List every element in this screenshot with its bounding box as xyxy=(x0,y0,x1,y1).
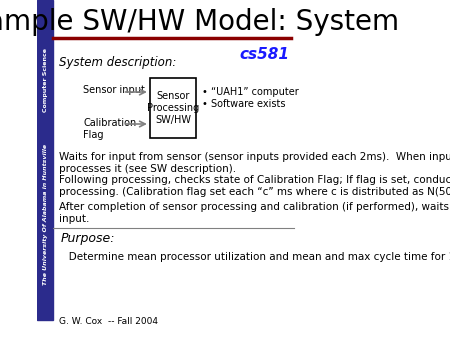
Text: Waits for input from sensor (sensor inputs provided each 2ms).  When input is av: Waits for input from sensor (sensor inpu… xyxy=(59,152,450,174)
Text: Computer Science: Computer Science xyxy=(43,48,48,112)
Text: Sensor
Processing
SW/HW: Sensor Processing SW/HW xyxy=(147,91,199,125)
Text: G. W. Cox  -- Fall 2004: G. W. Cox -- Fall 2004 xyxy=(59,317,158,327)
Text: • “UAH1” computer: • “UAH1” computer xyxy=(202,87,298,97)
Text: Determine mean processor utilization and mean and max cycle time for 1,000 cycle: Determine mean processor utilization and… xyxy=(59,252,450,262)
Text: cs581: cs581 xyxy=(239,47,289,62)
Text: Calibration
Flag: Calibration Flag xyxy=(83,118,136,140)
Bar xyxy=(37,0,53,320)
Text: Sensor input: Sensor input xyxy=(83,85,145,95)
Bar xyxy=(150,78,196,138)
Text: System description:: System description: xyxy=(59,56,176,69)
Text: Example SW/HW Model: System: Example SW/HW Model: System xyxy=(0,8,399,36)
Text: The University Of Alabama in Huntsville: The University Of Alabama in Huntsville xyxy=(43,144,48,285)
Text: Purpose:: Purpose: xyxy=(60,232,115,245)
Text: Following processing, checks state of Calibration Flag; If flag is set, conducts: Following processing, checks state of Ca… xyxy=(59,175,450,197)
Text: • Software exists: • Software exists xyxy=(202,99,285,109)
Text: After completion of sensor processing and calibration (if performed), waits for : After completion of sensor processing an… xyxy=(59,202,450,224)
